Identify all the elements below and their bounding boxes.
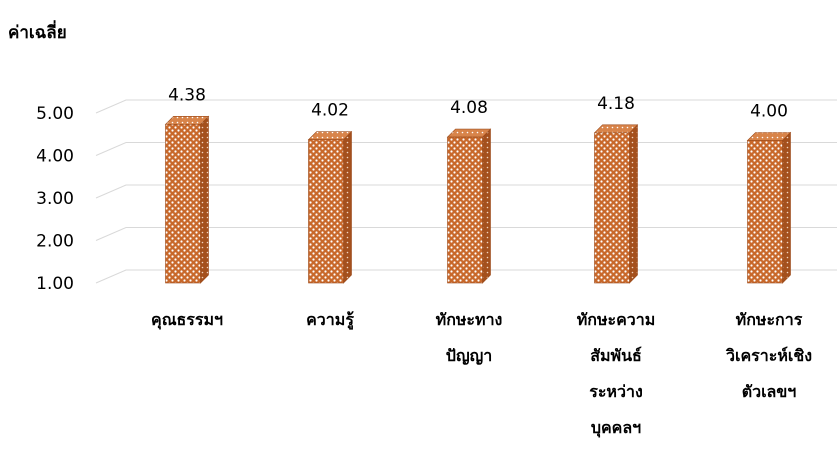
x-tick-label: สัมพันธ์ [590, 346, 642, 365]
x-tick-label: ความรู้ [306, 310, 354, 331]
x-tick-label: ระหว่าง [589, 382, 643, 401]
x-tick-label: ปัญญา [446, 346, 492, 366]
bar-front [165, 124, 201, 284]
x-tick-label: วิเคราะห์เชิง [725, 346, 812, 365]
data-label: 4.38 [168, 85, 206, 105]
gridline [95, 99, 837, 114]
y-tick-label: 4.00 [36, 147, 74, 167]
data-label: 4.00 [750, 102, 788, 122]
bar-top [307, 131, 353, 140]
y-tick-label: 5.00 [36, 104, 74, 124]
bar-side [482, 128, 491, 284]
bar-side [782, 131, 791, 284]
y-tick-label: 1.00 [36, 274, 74, 294]
x-tick-label: บุคคลฯ [591, 418, 641, 438]
bar-side [343, 130, 352, 284]
bar-top [746, 132, 792, 141]
bar-front [747, 140, 783, 284]
x-tick-label: คุณธรรมฯ [151, 310, 223, 330]
x-tick-label: ทักษะทาง [436, 310, 503, 329]
bar [746, 131, 792, 284]
bar [593, 124, 639, 284]
y-tick-label: 3.00 [36, 189, 74, 209]
bar-front [308, 139, 344, 284]
y-tick-label: 2.00 [36, 232, 74, 252]
bar-front [594, 132, 630, 284]
bar-side [629, 124, 638, 284]
x-tick-label: ทักษะความ [577, 310, 656, 329]
data-label: 4.08 [450, 98, 488, 118]
bar [164, 115, 210, 284]
bar-side [200, 115, 209, 284]
bar-top [164, 116, 210, 125]
data-label: 4.18 [597, 94, 635, 114]
bar [446, 128, 492, 284]
bar-front [447, 136, 483, 284]
data-label: 4.02 [311, 101, 349, 121]
y-axis-title: ค่าเฉลี่ย [8, 20, 67, 43]
bar-top [446, 128, 492, 138]
x-tick-label: ทักษะการ [736, 310, 803, 329]
x-tick-label: ตัวเลขฯ [742, 382, 797, 401]
bar-top [593, 124, 639, 134]
bar [307, 130, 353, 284]
